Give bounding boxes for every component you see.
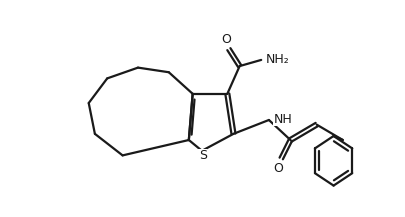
Text: O: O (221, 33, 231, 46)
Text: NH: NH (273, 113, 292, 126)
Text: NH₂: NH₂ (265, 53, 289, 66)
Text: S: S (198, 149, 206, 162)
Text: O: O (273, 162, 282, 175)
